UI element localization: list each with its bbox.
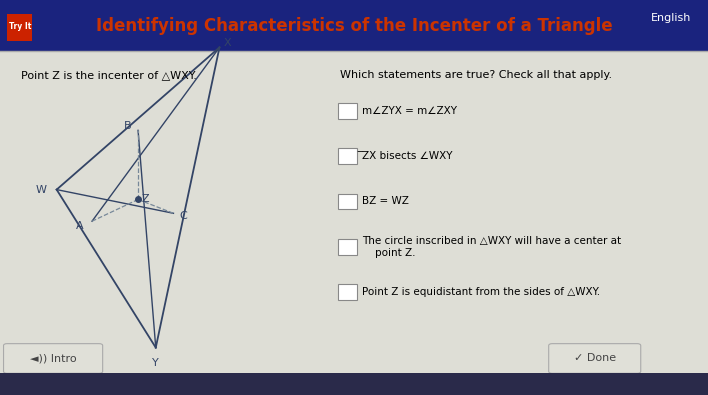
Text: ✓ Done: ✓ Done	[573, 353, 616, 363]
Text: English: English	[651, 13, 692, 23]
FancyBboxPatch shape	[7, 14, 32, 41]
FancyBboxPatch shape	[338, 148, 357, 164]
Text: Which statements are true? Check all that apply.: Which statements are true? Check all tha…	[340, 70, 612, 80]
Text: ̅ZX bisects ∠WXY: ̅ZX bisects ∠WXY	[362, 151, 453, 161]
Text: Point Z is equidistant from the sides of △WXY.: Point Z is equidistant from the sides of…	[362, 287, 600, 297]
Text: A: A	[76, 221, 83, 231]
Text: BZ = WZ: BZ = WZ	[362, 196, 409, 207]
Text: Y: Y	[152, 358, 159, 369]
Text: B: B	[124, 120, 131, 131]
Text: Try It: Try It	[8, 23, 31, 31]
Text: Point Z is the incenter of △WXY.: Point Z is the incenter of △WXY.	[21, 70, 197, 80]
FancyBboxPatch shape	[338, 103, 357, 118]
FancyBboxPatch shape	[0, 0, 708, 51]
FancyBboxPatch shape	[549, 344, 641, 373]
FancyBboxPatch shape	[4, 344, 103, 373]
Text: The circle inscribed in △WXY will have a center at
    point Z.: The circle inscribed in △WXY will have a…	[362, 236, 622, 258]
FancyBboxPatch shape	[338, 284, 357, 300]
FancyBboxPatch shape	[0, 373, 708, 395]
FancyBboxPatch shape	[0, 51, 708, 395]
Text: C: C	[180, 211, 187, 222]
FancyBboxPatch shape	[338, 239, 357, 255]
Text: Z: Z	[142, 194, 149, 205]
FancyBboxPatch shape	[338, 194, 357, 209]
Text: X: X	[224, 38, 232, 48]
Text: m∠ZYX = m∠ZXY: m∠ZYX = m∠ZXY	[362, 105, 457, 116]
Text: W: W	[35, 184, 47, 195]
Text: Identifying Characteristics of the Incenter of a Triangle: Identifying Characteristics of the Incen…	[96, 17, 612, 35]
Text: ◄)) Intro: ◄)) Intro	[30, 353, 76, 363]
